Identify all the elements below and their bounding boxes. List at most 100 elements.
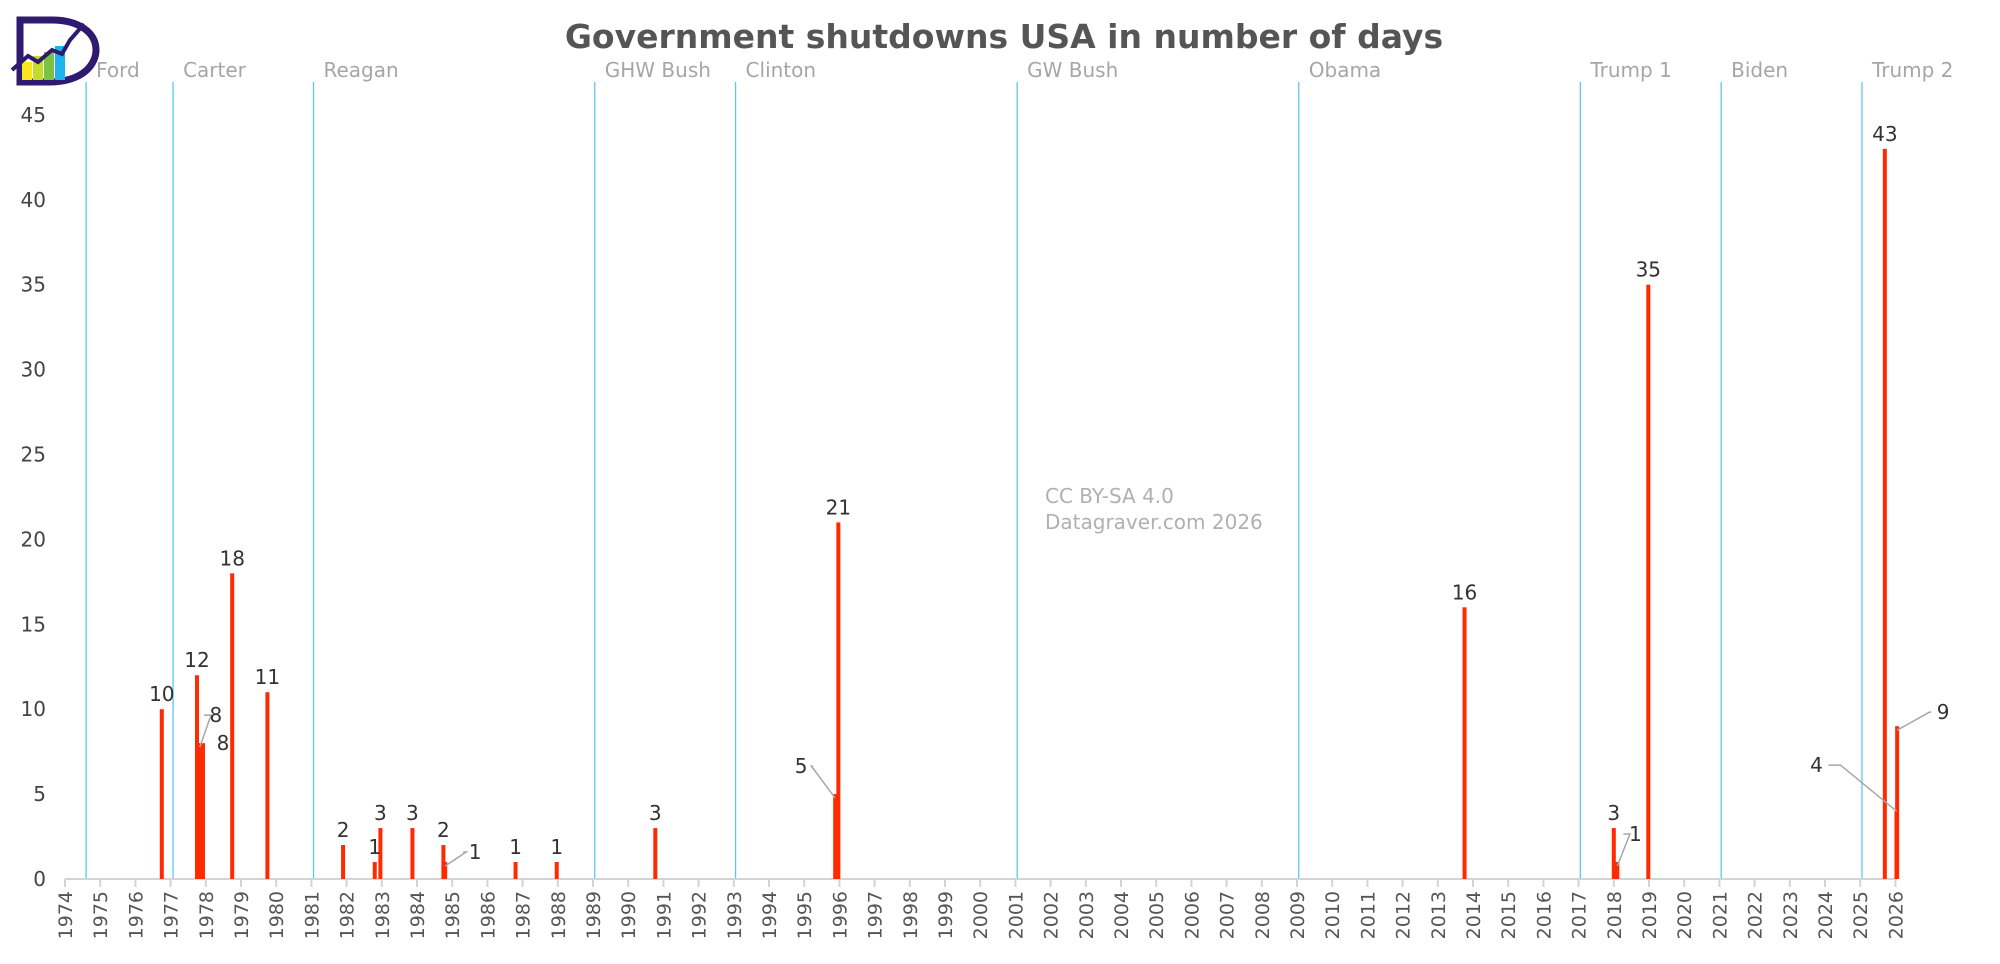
y-tick-label: 30: [21, 358, 46, 382]
label-leader-line: [444, 851, 469, 867]
x-tick-label: 2023: [1780, 891, 1802, 939]
x-tick-label: 1992: [689, 891, 711, 939]
x-tick-label: 1979: [231, 891, 253, 939]
x-tick-label: 2001: [1005, 891, 1027, 939]
x-tick-label: 1987: [513, 891, 535, 939]
presidency-label: Ford: [96, 58, 140, 82]
bar-value-label: 1: [550, 835, 563, 859]
x-tick-label: 1984: [407, 891, 429, 939]
x-tick-label: 1989: [583, 891, 605, 939]
x-tick-label: 2005: [1146, 891, 1168, 939]
x-tick-label: 2016: [1533, 891, 1555, 939]
bar-value-label: 3: [649, 801, 662, 825]
x-tick-label: 2002: [1041, 891, 1063, 939]
x-tick-label: 1993: [724, 891, 746, 939]
source-annotation: Datagraver.com 2026: [1045, 510, 1263, 534]
label-leader-line: [1896, 711, 1932, 731]
license-annotation: CC BY-SA 4.0: [1045, 484, 1174, 508]
bar-value-label: 3: [374, 801, 387, 825]
shutdown-bar: [833, 794, 838, 879]
shutdown-bar: [1646, 284, 1651, 879]
x-tick-label: 1990: [618, 891, 640, 939]
y-tick-label: 10: [21, 697, 46, 721]
shutdown-bar: [1462, 607, 1467, 879]
bar-value-label: 5: [795, 754, 808, 778]
x-tick-label: 1991: [653, 891, 675, 939]
shutdown-bar: [378, 828, 383, 879]
bar-value-label: 43: [1872, 122, 1897, 146]
presidency-label: Reagan: [324, 58, 399, 82]
logo: [10, 16, 100, 86]
x-tick-label: 2007: [1217, 891, 1239, 939]
x-tick-label: 2017: [1569, 891, 1591, 939]
presidency-label: Trump 2: [1871, 58, 1953, 82]
x-tick-label: 1983: [372, 891, 394, 939]
x-tick-label: 1988: [548, 891, 570, 939]
presidency-label: Carter: [183, 58, 247, 82]
presidency-label: GW Bush: [1027, 58, 1118, 82]
x-tick-label: 2003: [1076, 891, 1098, 939]
bar-value-label: 12: [184, 648, 209, 672]
shutdown-bar: [410, 828, 415, 879]
x-tick-label: 2025: [1850, 891, 1872, 939]
chart-title: Government shutdowns USA in number of da…: [565, 17, 1443, 56]
y-tick-label: 35: [21, 273, 46, 297]
bar-value-label: 4: [1810, 753, 1823, 777]
bar-value-label: 11: [255, 665, 280, 689]
shutdown-bar: [443, 862, 448, 879]
bar-value-label: 3: [1607, 801, 1620, 825]
x-tick-label: 2011: [1357, 891, 1379, 939]
bar-value-label: 1: [1629, 822, 1642, 846]
bar-value-label: 1: [509, 835, 522, 859]
x-tick-label: 1978: [196, 891, 218, 939]
x-tick-label: 2026: [1885, 891, 1907, 939]
shutdown-bar: [197, 743, 202, 879]
x-tick-label: 2022: [1745, 891, 1767, 939]
y-tick-label: 25: [21, 443, 46, 467]
x-tick-label: 2004: [1111, 891, 1133, 939]
shutdown-bar: [159, 709, 164, 879]
y-tick-label: 45: [21, 103, 46, 127]
label-leader-line: [809, 765, 836, 799]
x-tick-label: 1985: [442, 891, 464, 939]
shutdown-bar: [1882, 148, 1887, 880]
x-tick-label: 2010: [1322, 891, 1344, 939]
label-leader-line: [1828, 764, 1897, 812]
x-tick-label: 1974: [55, 891, 77, 939]
shutdown-bar: [1611, 828, 1616, 879]
x-tick-label: 1994: [759, 891, 781, 939]
bar-value-label: 2: [337, 818, 350, 842]
x-tick-label: 2019: [1639, 891, 1661, 939]
x-tick-label: 1977: [161, 891, 183, 939]
bar-value-label: 1: [368, 835, 381, 859]
y-tick-label: 20: [21, 527, 46, 551]
y-tick-label: 15: [21, 612, 46, 636]
y-tick-label: 5: [33, 782, 46, 806]
shutdown-bar: [554, 862, 559, 879]
x-tick-label: 2006: [1181, 891, 1203, 939]
y-tick-label: 40: [21, 188, 46, 212]
label-leader-line: [199, 714, 213, 748]
y-tick-label: 0: [33, 867, 46, 891]
x-tick-label: 2015: [1498, 891, 1520, 939]
x-tick-label: 1998: [900, 891, 922, 939]
presidency-label: Biden: [1731, 58, 1788, 82]
x-tick-label: 2014: [1463, 891, 1485, 939]
bar-value-label: 8: [217, 731, 230, 755]
bar-value-label: 1: [469, 840, 482, 864]
x-tick-label: 2008: [1252, 891, 1274, 939]
x-tick-label: 1976: [125, 891, 147, 939]
bar-value-label: 21: [826, 495, 851, 519]
presidency-label: GHW Bush: [605, 58, 711, 82]
x-tick-label: 1999: [935, 891, 957, 939]
x-tick-label: 1975: [90, 891, 112, 939]
shutdown-bar: [1615, 862, 1620, 879]
x-tick-label: 1981: [301, 891, 323, 939]
shutdown-bar: [653, 828, 658, 879]
bar-value-label: 8: [209, 703, 222, 727]
bar-value-label: 10: [149, 682, 174, 706]
shutdown-bar: [230, 573, 235, 879]
x-tick-label: 1986: [477, 891, 499, 939]
shutdown-bar: [341, 845, 346, 879]
